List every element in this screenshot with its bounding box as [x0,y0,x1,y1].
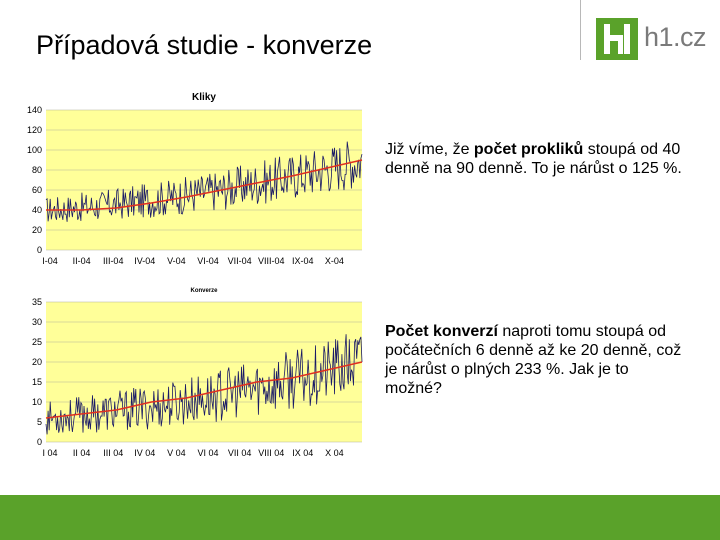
chart-title: Konverze [190,288,218,294]
x-tick-label: V-04 [167,256,186,266]
x-tick-label: VI-04 [197,256,219,266]
clicks-chart-svg: 0 20 40 60 80 100 120 140 I-04 II-04 III-04 IV-04 V-… [27,92,363,266]
slide-title: Případová studie - konverze [36,30,373,60]
trend-line [46,159,363,211]
conversions-chart-svg: 0 5 10 15 20 25 30 35 I 04 II 04 III 04 IV 04 V 04 VI… [32,288,363,458]
conversions-paragraph-bold: Počet konverzí [385,323,498,340]
h1-logo[interactable]: h1.cz [596,18,707,62]
y-tick-label: 30 [32,317,42,327]
x-tick-label: IV-04 [134,256,155,266]
y-tick-label: 35 [32,297,42,307]
x-tick-label: I 04 [42,448,57,458]
y-tick-label: 40 [32,205,42,215]
daily-series-line [45,141,363,222]
x-tick-label: IX 04 [292,448,313,458]
y-tick-label: 120 [27,125,42,135]
x-tick-label: VI 04 [197,448,218,458]
y-tick-label: 15 [32,377,42,387]
y-tick-label: 140 [27,105,42,115]
x-tick-label: III 04 [103,448,123,458]
x-tick-label: X-04 [325,256,344,266]
logo-text: h1.cz [644,22,707,52]
trend-line [45,361,363,419]
conversions-chart: 0 5 10 15 20 25 30 35 I 04 II 04 III 04 IV 04 V 04 VI… [16,280,366,465]
x-tick-label: II-04 [73,256,91,266]
y-tick-label: 20 [32,225,42,235]
x-tick-label: VIII-04 [258,256,285,266]
y-tick-label: 10 [32,397,42,407]
x-tick-label: X 04 [325,448,344,458]
y-tick-label: 5 [37,417,42,427]
x-tick-label: IV 04 [134,448,155,458]
x-tick-label: VII-04 [228,256,252,266]
clicks-chart: 0 20 40 60 80 100 120 140 I-04 II-04 III-04 IV-04 V-… [16,88,366,273]
y-tick-label: 25 [32,337,42,347]
y-tick-label: 60 [32,185,42,195]
x-tick-label: VII 04 [228,448,252,458]
chart-title: Kliky [192,92,216,103]
x-tick-label: II 04 [73,448,91,458]
y-tick-label: 80 [32,165,42,175]
x-tick-label: VIII 04 [258,448,284,458]
x-tick-label: V 04 [167,448,186,458]
plot-area [46,110,362,250]
x-tick-label: I-04 [42,256,58,266]
h1-logo-icon [596,18,638,60]
daily-series-line [45,334,363,435]
clicks-paragraph-start: Již víme, že [385,141,474,158]
clicks-paragraph: Již víme, že počet prokliků stoupá od 40… [385,140,685,178]
clicks-paragraph-end: stoupá od 40 denně na 90 denně. To je ná… [385,141,682,177]
y-tick-label: 0 [37,245,42,255]
footer-bar [0,495,720,540]
header-divider [580,0,581,60]
y-tick-label: 100 [27,145,42,155]
y-tick-label: 0 [37,437,42,447]
y-tick-label: 20 [32,357,42,367]
conversions-paragraph-end: naproti tomu stoupá od počátečních 6 den… [385,323,682,397]
x-tick-label: III-04 [103,256,124,266]
x-tick-label: IX-04 [292,256,314,266]
clicks-paragraph-bold: počet prokliků [473,141,584,158]
conversions-paragraph: Počet konverzí naproti tomu stoupá od po… [385,322,685,398]
